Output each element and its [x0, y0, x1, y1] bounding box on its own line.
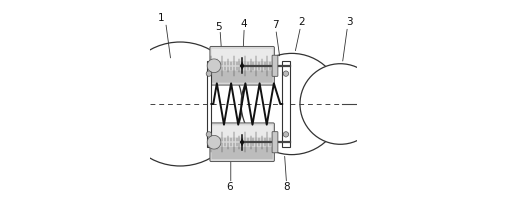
FancyBboxPatch shape	[210, 46, 274, 85]
Circle shape	[206, 71, 211, 76]
Circle shape	[206, 132, 211, 137]
Text: 7: 7	[272, 20, 278, 31]
Circle shape	[283, 71, 288, 76]
Polygon shape	[240, 62, 244, 70]
Circle shape	[283, 132, 288, 137]
Text: 1: 1	[158, 13, 165, 23]
FancyBboxPatch shape	[211, 71, 273, 83]
FancyBboxPatch shape	[211, 125, 273, 137]
Polygon shape	[240, 138, 244, 146]
Circle shape	[207, 135, 221, 149]
FancyBboxPatch shape	[211, 49, 273, 61]
Bar	[206, 61, 211, 147]
Circle shape	[241, 53, 342, 155]
Text: 2: 2	[299, 17, 305, 27]
FancyBboxPatch shape	[272, 132, 278, 153]
FancyBboxPatch shape	[211, 147, 273, 159]
FancyBboxPatch shape	[210, 123, 274, 162]
Text: 3: 3	[346, 17, 353, 27]
Text: 8: 8	[283, 182, 289, 192]
Bar	[282, 61, 290, 147]
Circle shape	[207, 59, 221, 73]
Circle shape	[118, 42, 242, 166]
Text: 5: 5	[215, 21, 222, 32]
Text: 4: 4	[241, 20, 247, 30]
FancyBboxPatch shape	[272, 55, 278, 76]
Circle shape	[300, 64, 381, 144]
Text: 6: 6	[227, 182, 233, 192]
